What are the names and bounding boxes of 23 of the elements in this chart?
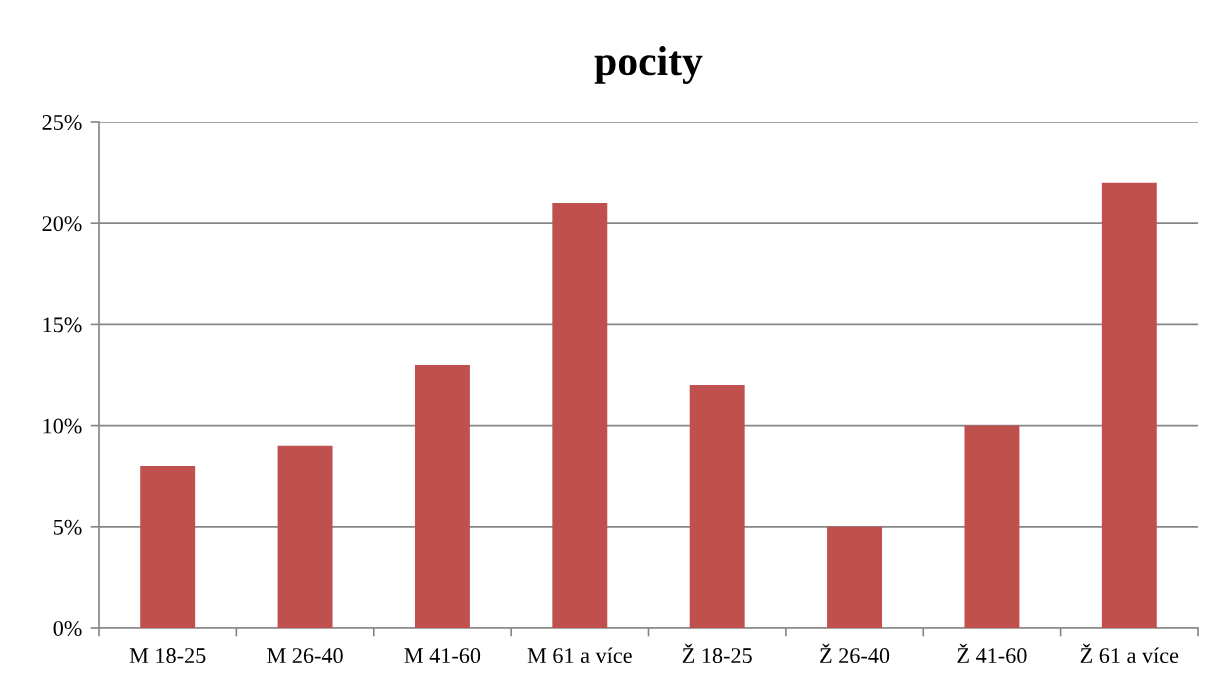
bar (552, 202, 608, 628)
bar (140, 466, 196, 628)
y-tick-label: 15% (43, 317, 82, 333)
y-tick-label: 10% (43, 418, 82, 434)
bar (277, 445, 333, 628)
y-tick-label: 25% (42, 114, 82, 130)
x-tick-label: M 61 a více (527, 647, 632, 664)
chart-title: pocity (594, 46, 703, 84)
x-tick-label: Ž 26-40 (820, 643, 890, 664)
bar (414, 364, 470, 628)
x-tick-label: Ž 41-60 (957, 643, 1027, 664)
x-tick-label: M 26-40 (267, 648, 343, 664)
y-tick-label: 5% (54, 519, 82, 535)
x-tick-label: M 18-25 (129, 648, 206, 664)
bar (1101, 182, 1157, 628)
y-tick-label: 20% (42, 216, 82, 232)
x-tick-label: M 41-60 (404, 648, 481, 664)
x-tick-label: Ž 18-25 (682, 643, 752, 664)
y-tick-label: 0% (53, 620, 82, 636)
bar (827, 526, 883, 628)
x-tick-label: Ž 61 a více (1080, 643, 1179, 664)
bar (964, 425, 1020, 628)
bar (689, 385, 745, 628)
